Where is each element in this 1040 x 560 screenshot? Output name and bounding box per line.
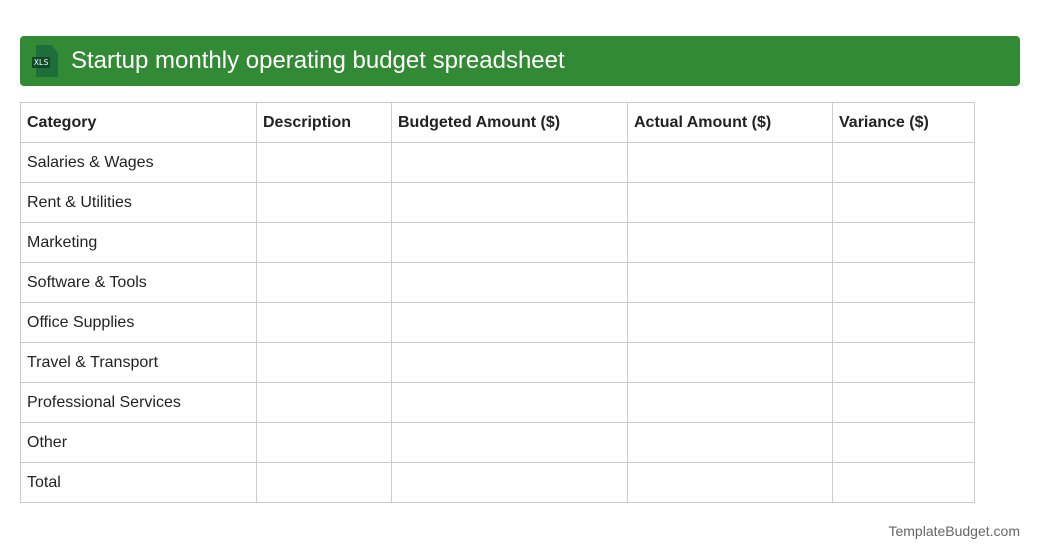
column-header: Budgeted Amount ($) bbox=[391, 102, 628, 143]
empty-cell[interactable] bbox=[832, 462, 975, 503]
category-cell[interactable]: Rent & Utilities bbox=[20, 182, 257, 223]
empty-cell[interactable] bbox=[391, 342, 628, 383]
empty-cell[interactable] bbox=[256, 382, 392, 423]
empty-cell[interactable] bbox=[832, 182, 975, 223]
empty-cell[interactable] bbox=[627, 262, 833, 303]
empty-cell[interactable] bbox=[256, 262, 392, 303]
category-cell[interactable]: Other bbox=[20, 422, 257, 463]
empty-cell[interactable] bbox=[391, 262, 628, 303]
category-cell[interactable]: Professional Services bbox=[20, 382, 257, 423]
empty-cell[interactable] bbox=[627, 142, 833, 183]
empty-cell[interactable] bbox=[256, 422, 392, 463]
empty-cell[interactable] bbox=[627, 382, 833, 423]
table-row: Marketing bbox=[20, 222, 975, 263]
table-row: Software & Tools bbox=[20, 262, 975, 303]
table-row: Travel & Transport bbox=[20, 342, 975, 383]
category-cell[interactable]: Marketing bbox=[20, 222, 257, 263]
empty-cell[interactable] bbox=[256, 182, 392, 223]
empty-cell[interactable] bbox=[832, 302, 975, 343]
empty-cell[interactable] bbox=[627, 302, 833, 343]
empty-cell[interactable] bbox=[832, 422, 975, 463]
empty-cell[interactable] bbox=[832, 262, 975, 303]
empty-cell[interactable] bbox=[627, 342, 833, 383]
table-row: Rent & Utilities bbox=[20, 182, 975, 223]
empty-cell[interactable] bbox=[391, 422, 628, 463]
empty-cell[interactable] bbox=[832, 142, 975, 183]
empty-cell[interactable] bbox=[256, 222, 392, 263]
column-header: Description bbox=[256, 102, 392, 143]
title-banner: XLS Startup monthly operating budget spr… bbox=[20, 36, 1020, 86]
category-cell[interactable]: Software & Tools bbox=[20, 262, 257, 303]
empty-cell[interactable] bbox=[256, 302, 392, 343]
empty-cell[interactable] bbox=[391, 462, 628, 503]
empty-cell[interactable] bbox=[627, 182, 833, 223]
empty-cell[interactable] bbox=[391, 222, 628, 263]
category-cell[interactable]: Total bbox=[20, 462, 257, 503]
table-row: Total bbox=[20, 462, 975, 503]
category-cell[interactable]: Office Supplies bbox=[20, 302, 257, 343]
empty-cell[interactable] bbox=[627, 462, 833, 503]
empty-cell[interactable] bbox=[391, 382, 628, 423]
empty-cell[interactable] bbox=[256, 342, 392, 383]
table-row: Other bbox=[20, 422, 975, 463]
empty-cell[interactable] bbox=[627, 422, 833, 463]
column-header: Category bbox=[20, 102, 257, 143]
table-row: Office Supplies bbox=[20, 302, 975, 343]
empty-cell[interactable] bbox=[256, 142, 392, 183]
table-row: Professional Services bbox=[20, 382, 975, 423]
category-cell[interactable]: Salaries & Wages bbox=[20, 142, 257, 183]
column-header: Actual Amount ($) bbox=[627, 102, 833, 143]
category-cell[interactable]: Travel & Transport bbox=[20, 342, 257, 383]
column-header: Variance ($) bbox=[832, 102, 975, 143]
xls-file-icon: XLS bbox=[32, 45, 60, 77]
empty-cell[interactable] bbox=[256, 462, 392, 503]
empty-cell[interactable] bbox=[832, 382, 975, 423]
footer-brand[interactable]: TemplateBudget.com bbox=[888, 523, 1020, 539]
empty-cell[interactable] bbox=[627, 222, 833, 263]
budget-table: Category Description Budgeted Amount ($) Ac… bbox=[20, 102, 975, 503]
empty-cell[interactable] bbox=[391, 302, 628, 343]
empty-cell[interactable] bbox=[391, 182, 628, 223]
empty-cell[interactable] bbox=[391, 142, 628, 183]
empty-cell[interactable] bbox=[832, 342, 975, 383]
empty-cell[interactable] bbox=[832, 222, 975, 263]
page-title: Startup monthly operating budget spreads… bbox=[71, 47, 565, 74]
table-row: Salaries & Wages bbox=[20, 142, 975, 183]
